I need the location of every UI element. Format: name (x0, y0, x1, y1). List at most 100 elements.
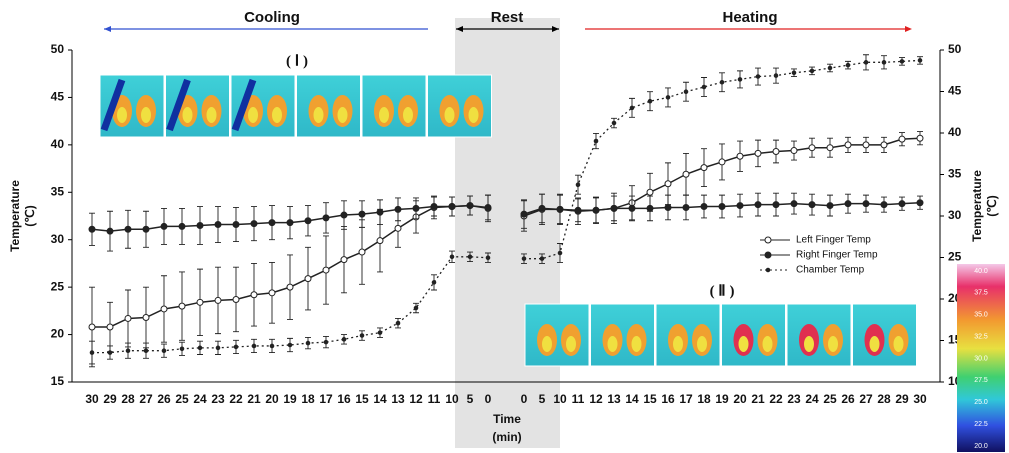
marker (466, 202, 474, 210)
y-tick-label: 40 (51, 137, 65, 151)
x-tick-label: 12 (589, 392, 603, 406)
marker (250, 220, 258, 228)
marker (682, 203, 690, 211)
x-tick-label: 13 (607, 392, 621, 406)
marker (88, 225, 96, 233)
colorbar-label: 32.5 (974, 333, 988, 340)
marker (538, 204, 546, 212)
marker (700, 164, 708, 172)
palm (607, 336, 618, 352)
x-tick-label: 21 (751, 392, 765, 406)
cold-object (231, 78, 257, 132)
marker (268, 219, 276, 227)
marker (790, 147, 798, 155)
palm (893, 336, 904, 352)
palm (738, 336, 749, 352)
y2-tick-label: 50 (948, 42, 962, 56)
marker (376, 237, 384, 245)
marker (881, 60, 887, 65)
y-tick-label: 35 (51, 184, 65, 198)
marker (718, 158, 726, 166)
marker (772, 147, 780, 155)
palm (272, 107, 282, 123)
marker (161, 348, 167, 353)
marker (521, 256, 527, 261)
marker (196, 221, 204, 229)
marker (448, 203, 456, 211)
marker (556, 205, 564, 213)
thermal-images (99, 74, 917, 367)
marker (808, 144, 816, 152)
marker (287, 342, 293, 348)
marker (340, 256, 348, 264)
marker (916, 199, 924, 207)
x-tick-label: 10 (445, 392, 459, 406)
marker (143, 348, 149, 353)
marker (755, 74, 761, 79)
x-tick-label: 27 (859, 392, 873, 406)
marker (628, 204, 636, 212)
x-label: Time (493, 412, 521, 426)
marker (413, 305, 419, 311)
marker (791, 70, 797, 76)
cold-object (166, 78, 191, 132)
phase-label: Rest (491, 9, 524, 26)
palm (403, 107, 413, 123)
marker (124, 225, 132, 233)
marker (880, 141, 888, 149)
palm (206, 107, 217, 123)
marker (358, 248, 366, 256)
x-tick-label: 20 (265, 392, 279, 406)
marker (736, 152, 744, 160)
palm (566, 336, 576, 352)
marker (611, 120, 617, 126)
y2-tick-label: 30 (948, 208, 962, 222)
marker (322, 266, 330, 274)
palm (542, 336, 552, 352)
marker (899, 59, 905, 64)
marker (395, 320, 401, 326)
x-tick-label: 19 (283, 392, 297, 406)
colorbar-label: 40.0 (974, 268, 988, 275)
marker (646, 204, 654, 212)
marker (773, 73, 779, 78)
marker (701, 84, 707, 90)
palm (869, 336, 880, 352)
marker (664, 203, 672, 211)
marker (826, 202, 834, 210)
marker (575, 182, 581, 187)
x-tick-label: 21 (247, 392, 261, 406)
x-tick-label: 29 (103, 392, 117, 406)
marker (898, 135, 906, 143)
x-tick-label: 24 (805, 392, 819, 406)
marker (323, 339, 329, 345)
palm (379, 107, 389, 123)
legend-label: Right Finger Temp (796, 250, 878, 261)
palm (804, 336, 814, 352)
marker (790, 200, 798, 208)
palm (631, 336, 642, 352)
palm (468, 107, 479, 123)
x-tick-label: 23 (787, 392, 801, 406)
marker (304, 275, 312, 283)
y-tick-label: 50 (51, 42, 65, 56)
x-tick-label: 23 (211, 392, 225, 406)
marker (196, 298, 204, 306)
x-label: (min) (492, 430, 521, 444)
marker (593, 138, 599, 144)
marker (808, 201, 816, 209)
x-tick-label: 25 (175, 392, 189, 406)
marker (682, 170, 690, 178)
marker (664, 180, 672, 188)
cold-object (100, 78, 126, 132)
marker (88, 323, 96, 331)
x-tick-label: 11 (572, 392, 585, 406)
marker (160, 222, 168, 230)
palm (828, 336, 838, 352)
marker (269, 343, 275, 349)
marker (880, 201, 888, 209)
colorbar (957, 264, 1005, 452)
marker (917, 58, 923, 63)
colorbar-label: 27.5 (974, 377, 988, 384)
